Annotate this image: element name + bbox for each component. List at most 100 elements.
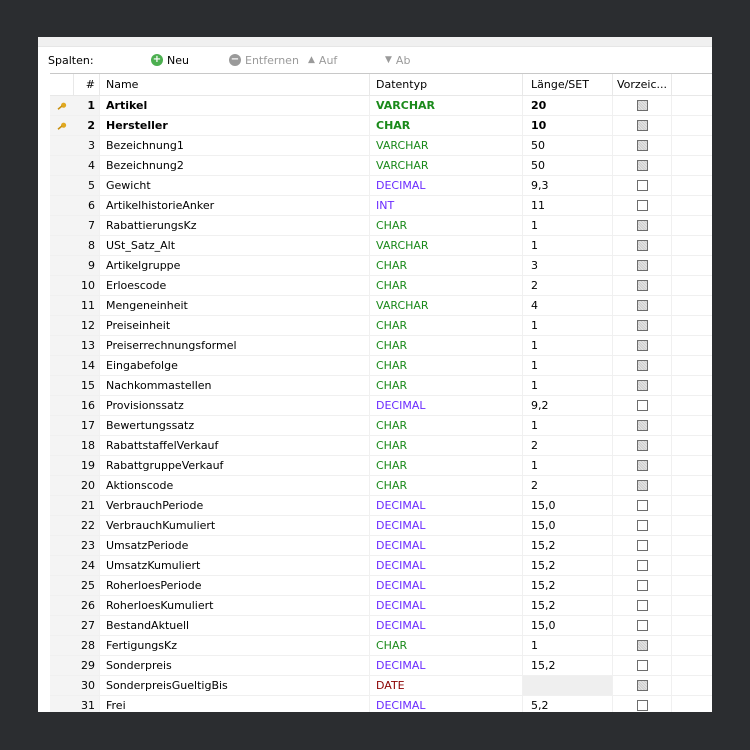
unsigned-cell[interactable] [613,436,672,455]
unsigned-cell[interactable] [613,656,672,675]
length-cell[interactable]: 2 [523,476,613,495]
datatype-cell[interactable]: VARCHAR [370,236,523,255]
length-cell[interactable]: 15,2 [523,656,613,675]
column-name-cell[interactable]: Provisionssatz [100,396,370,415]
datatype-cell[interactable]: DECIMAL [370,596,523,615]
datatype-cell[interactable]: INT [370,196,523,215]
table-row[interactable]: 15 Nachkommastellen CHAR 1 [50,376,712,396]
column-name-cell[interactable]: SonderpreisGueltigBis [100,676,370,695]
column-name-cell[interactable]: FertigungsKz [100,636,370,655]
unsigned-checkbox[interactable] [636,200,648,211]
length-cell[interactable]: 9,3 [523,176,613,195]
table-row[interactable]: 5 Gewicht DECIMAL 9,3 [50,176,712,196]
column-name-cell[interactable]: Bewertungssatz [100,416,370,435]
table-row[interactable]: 22 VerbrauchKumuliert DECIMAL 15,0 [50,516,712,536]
table-row[interactable]: 25 RoherloesPeriode DECIMAL 15,2 [50,576,712,596]
length-cell[interactable]: 5,2 [523,696,613,712]
unsigned-checkbox[interactable] [636,520,648,531]
unsigned-cell[interactable] [613,396,672,415]
length-cell[interactable]: 1 [523,216,613,235]
unsigned-checkbox[interactable] [636,660,648,671]
column-name-cell[interactable]: Artikel [100,96,370,115]
unsigned-cell[interactable] [613,576,672,595]
table-row[interactable]: 12 Preiseinheit CHAR 1 [50,316,712,336]
datatype-cell[interactable]: VARCHAR [370,136,523,155]
table-row[interactable]: 1 Artikel VARCHAR 20 [50,96,712,116]
unsigned-cell[interactable] [613,116,672,135]
column-name-cell[interactable]: Bezeichnung2 [100,156,370,175]
length-cell[interactable]: 11 [523,196,613,215]
column-name-cell[interactable]: Eingabefolge [100,356,370,375]
table-row[interactable]: 24 UmsatzKumuliert DECIMAL 15,2 [50,556,712,576]
length-cell[interactable]: 1 [523,336,613,355]
column-name-cell[interactable]: Preiserrechnungsformel [100,336,370,355]
datatype-cell[interactable]: DECIMAL [370,616,523,635]
unsigned-checkbox[interactable] [636,580,648,591]
datatype-cell[interactable]: DECIMAL [370,516,523,535]
datatype-cell[interactable]: DECIMAL [370,496,523,515]
unsigned-checkbox[interactable] [636,560,648,571]
table-row[interactable]: 27 BestandAktuell DECIMAL 15,0 [50,616,712,636]
datatype-cell[interactable]: VARCHAR [370,156,523,175]
datatype-cell[interactable]: DECIMAL [370,576,523,595]
column-name-cell[interactable]: BestandAktuell [100,616,370,635]
table-row[interactable]: 29 Sonderpreis DECIMAL 15,2 [50,656,712,676]
length-cell[interactable]: 1 [523,236,613,255]
datatype-cell[interactable]: CHAR [370,436,523,455]
datatype-cell[interactable]: VARCHAR [370,96,523,115]
length-cell[interactable]: 10 [523,116,613,135]
datatype-cell[interactable]: DECIMAL [370,536,523,555]
table-row[interactable]: 6 ArtikelhistorieAnker INT 11 [50,196,712,216]
datatype-cell[interactable]: CHAR [370,336,523,355]
length-cell[interactable]: 1 [523,376,613,395]
datatype-cell[interactable]: CHAR [370,456,523,475]
unsigned-cell[interactable] [613,176,672,195]
datatype-cell[interactable]: CHAR [370,416,523,435]
table-row[interactable]: 11 Mengeneinheit VARCHAR 4 [50,296,712,316]
new-column-button[interactable]: + Neu [151,54,189,67]
header-length[interactable]: Länge/SET [523,74,613,95]
table-row[interactable]: 10 Erloescode CHAR 2 [50,276,712,296]
table-row[interactable]: 23 UmsatzPeriode DECIMAL 15,2 [50,536,712,556]
unsigned-cell[interactable] [613,696,672,712]
table-row[interactable]: 4 Bezeichnung2 VARCHAR 50 [50,156,712,176]
length-cell[interactable]: 15,0 [523,496,613,515]
table-row[interactable]: 2 Hersteller CHAR 10 [50,116,712,136]
datatype-cell[interactable]: CHAR [370,256,523,275]
unsigned-cell[interactable] [613,136,672,155]
column-name-cell[interactable]: VerbrauchPeriode [100,496,370,515]
unsigned-cell[interactable] [613,216,672,235]
unsigned-checkbox[interactable] [636,700,648,711]
length-cell[interactable]: 2 [523,436,613,455]
table-row[interactable]: 17 Bewertungssatz CHAR 1 [50,416,712,436]
length-cell[interactable]: 50 [523,156,613,175]
header-number[interactable]: # [74,74,100,95]
datatype-cell[interactable]: CHAR [370,316,523,335]
column-name-cell[interactable]: Nachkommastellen [100,376,370,395]
unsigned-cell[interactable] [613,336,672,355]
datatype-cell[interactable]: DECIMAL [370,656,523,675]
unsigned-cell[interactable] [613,236,672,255]
length-cell[interactable] [523,676,613,695]
datatype-cell[interactable]: CHAR [370,636,523,655]
column-name-cell[interactable]: VerbrauchKumuliert [100,516,370,535]
unsigned-cell[interactable] [613,456,672,475]
table-row[interactable]: 31 Frei DECIMAL 5,2 [50,696,712,712]
datatype-cell[interactable]: CHAR [370,276,523,295]
column-name-cell[interactable]: RabattstaffelVerkauf [100,436,370,455]
datatype-cell[interactable]: CHAR [370,116,523,135]
table-row[interactable]: 20 Aktionscode CHAR 2 [50,476,712,496]
unsigned-cell[interactable] [613,316,672,335]
table-row[interactable]: 26 RoherloesKumuliert DECIMAL 15,2 [50,596,712,616]
unsigned-checkbox[interactable] [636,500,648,511]
unsigned-cell[interactable] [613,536,672,555]
table-row[interactable]: 13 Preiserrechnungsformel CHAR 1 [50,336,712,356]
column-name-cell[interactable]: USt_Satz_Alt [100,236,370,255]
unsigned-cell[interactable] [613,556,672,575]
column-name-cell[interactable]: UmsatzKumuliert [100,556,370,575]
column-name-cell[interactable]: Preiseinheit [100,316,370,335]
column-name-cell[interactable]: Frei [100,696,370,712]
header-datatype[interactable]: Datentyp [370,74,523,95]
column-name-cell[interactable]: RoherloesPeriode [100,576,370,595]
length-cell[interactable]: 15,2 [523,576,613,595]
